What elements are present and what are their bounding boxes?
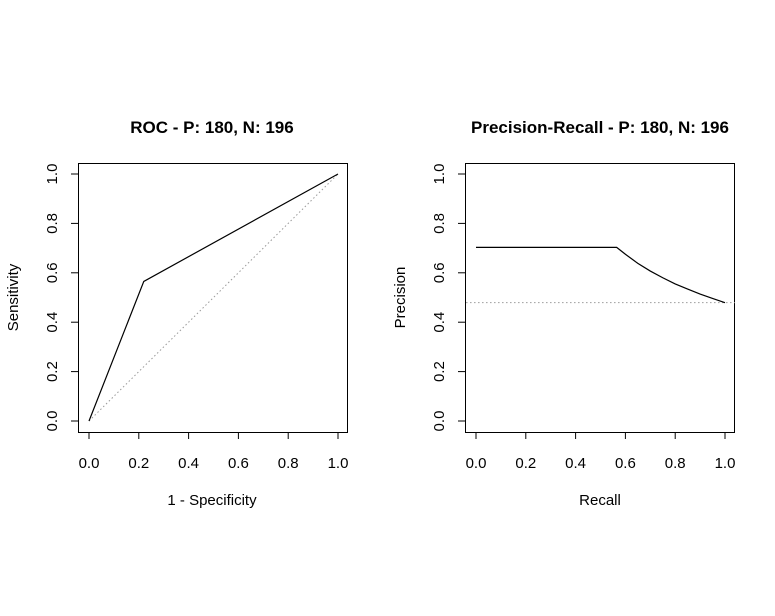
y-tick-label: 0.2 bbox=[431, 361, 448, 382]
x-tick-label: 0.8 bbox=[665, 455, 686, 472]
series-line-1 bbox=[88, 173, 339, 422]
chart-title: Precision-Recall - P: 180, N: 196 bbox=[471, 118, 729, 137]
series-line-1 bbox=[476, 246, 726, 304]
y-tick-label: 1.0 bbox=[431, 164, 448, 185]
chart-title: ROC - P: 180, N: 196 bbox=[130, 118, 293, 137]
y-tick-label: 0.8 bbox=[44, 213, 61, 234]
y-tick-label: 0.6 bbox=[44, 262, 61, 283]
y-tick-label: 0.6 bbox=[431, 262, 448, 283]
x-axis-label: 1 - Specificity bbox=[167, 492, 257, 509]
y-axis-label: Sensitivity bbox=[5, 263, 22, 331]
x-tick-label: 1.0 bbox=[328, 455, 349, 472]
y-tick-label: 0.2 bbox=[44, 361, 61, 382]
x-axis-label: Recall bbox=[579, 492, 621, 509]
y-tick-label: 0.4 bbox=[44, 312, 61, 333]
plot-frame bbox=[78, 163, 348, 433]
plot-panel-2: Precision-Recall - P: 180, N: 196 0.0 0.2 0… bbox=[392, 118, 735, 509]
x-tick-label: 0.0 bbox=[79, 455, 100, 472]
x-tick-label: 0.6 bbox=[228, 455, 249, 472]
y-tick-label: 0.0 bbox=[44, 411, 61, 432]
x-tick-label: 1.0 bbox=[715, 455, 736, 472]
y-axis-label: Precision bbox=[392, 267, 409, 329]
x-tick-label: 0.8 bbox=[278, 455, 299, 472]
y-tick-label: 0.8 bbox=[431, 213, 448, 234]
x-tick-label: 0.4 bbox=[178, 455, 199, 472]
y-tick-label: 0.4 bbox=[431, 312, 448, 333]
x-tick-label: 0.6 bbox=[615, 455, 636, 472]
x-tick-label: 0.2 bbox=[515, 455, 536, 472]
y-tick-label: 1.0 bbox=[44, 164, 61, 185]
x-tick-label: 0.4 bbox=[565, 455, 586, 472]
x-tick-label: 0.2 bbox=[128, 455, 149, 472]
x-tick-label: 0.0 bbox=[466, 455, 487, 472]
reference-line bbox=[88, 173, 339, 422]
plot-panel-1: ROC - P: 180, N: 196 0.0 0.2 0.4 0.6 0.8 1.0 0.… bbox=[5, 118, 348, 509]
y-tick-label: 0.0 bbox=[431, 411, 448, 432]
plot-frame bbox=[465, 163, 735, 433]
